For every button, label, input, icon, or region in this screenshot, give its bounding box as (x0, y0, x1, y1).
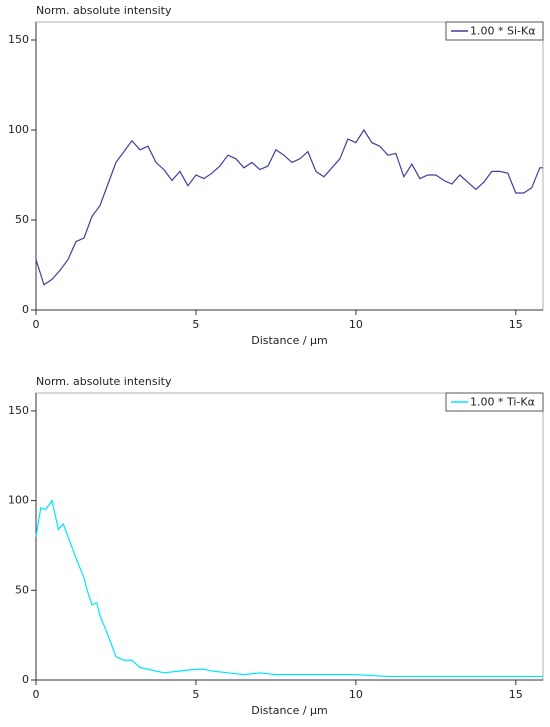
y-tick-label: 150 (8, 404, 29, 417)
y-tick-label: 100 (8, 123, 29, 136)
y-tick-label: 100 (8, 494, 29, 507)
plot-frame (35, 392, 544, 681)
x-tick-label: 10 (349, 688, 363, 701)
data-line (35, 499, 543, 678)
y-tick-label: 0 (22, 673, 29, 686)
x-axis-label: Distance / µm (251, 334, 328, 347)
x-tick-label: 5 (192, 318, 199, 331)
x-tick-label: 0 (33, 688, 40, 701)
legend-box (445, 392, 544, 412)
y-tick-label: 0 (22, 303, 29, 316)
x-tick-label: 15 (509, 318, 523, 331)
x-tick-label: 0 (33, 318, 40, 331)
y-tick-label: 150 (8, 33, 29, 46)
x-tick-label: 15 (509, 688, 523, 701)
y-tick-label: 50 (15, 213, 29, 226)
x-tick-label: 5 (192, 688, 199, 701)
axis-title: Norm. absolute intensity (36, 375, 172, 388)
legend-label: 1.00 * Si-Kα (470, 25, 535, 38)
plot-frame (35, 21, 544, 311)
legend-label: 1.00 * Ti-Kα (470, 396, 535, 409)
axis-title: Norm. absolute intensity (36, 4, 172, 17)
legend-box (445, 21, 544, 41)
data-line (35, 128, 543, 286)
x-tick-label: 10 (349, 318, 363, 331)
x-axis-label: Distance / µm (251, 704, 328, 717)
y-tick-label: 50 (15, 583, 29, 596)
